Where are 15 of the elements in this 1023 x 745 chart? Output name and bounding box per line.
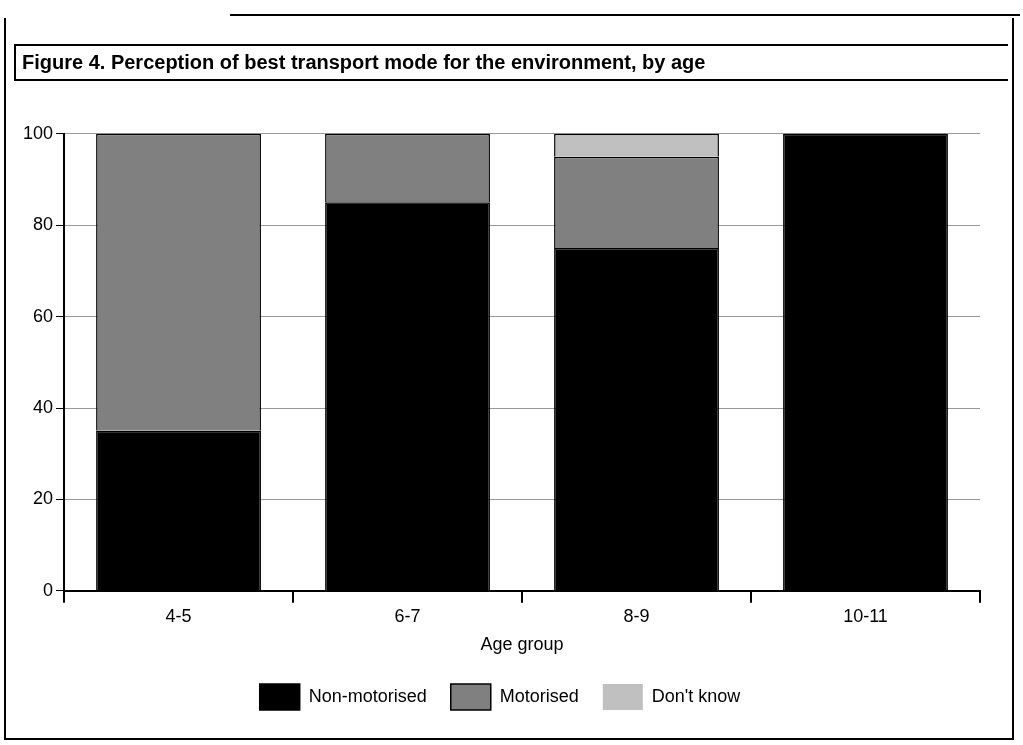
y-tick-label: 80 — [33, 214, 54, 235]
y-tick-label: 60 — [33, 305, 54, 326]
x-tick-label: 4-5 — [165, 605, 192, 626]
x-tick-label: 6-7 — [394, 605, 421, 626]
legend-label: Don't know — [651, 685, 742, 706]
y-tick-label: 20 — [33, 488, 54, 509]
y-tick-label: 0 — [43, 579, 54, 600]
legend-label: Non-motorised — [308, 685, 427, 706]
x-axis-title: Age group — [480, 634, 564, 655]
x-tick-label: 8-9 — [623, 605, 650, 626]
x-tick-label: 10-11 — [843, 605, 888, 626]
y-tick-label: 40 — [33, 396, 54, 417]
y-tick-label: 100 — [22, 122, 54, 143]
legend-label: Motorised — [499, 685, 579, 706]
chart-title: Figure 4. Perception of best transport mode for the environment, by age — [14, 44, 1008, 81]
